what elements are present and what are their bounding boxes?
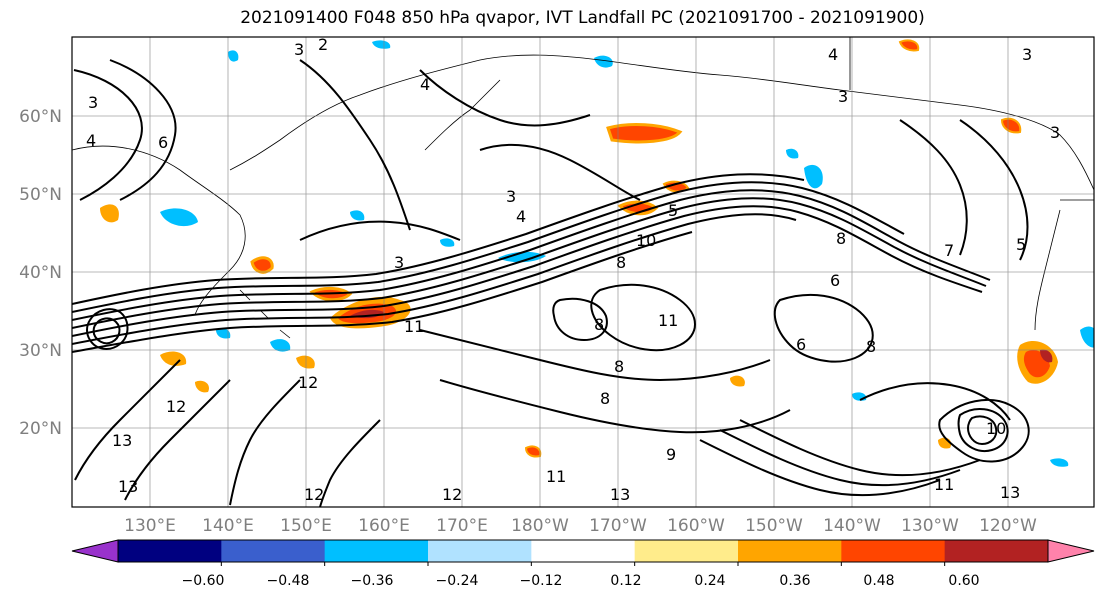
contour-label: 7 [944,241,954,260]
contour-label: 5 [668,201,678,220]
latitude-labels: 20°N 30°N 40°N 50°N 60°N [19,107,62,439]
contour-label: 12 [442,485,462,504]
lon-label: 120°W [979,516,1037,536]
contour-label: 12 [166,397,186,416]
colorbar-tick-label: −0.36 [351,573,394,589]
lon-label: 170°E [436,516,488,536]
contour-label: 4 [420,75,430,94]
lon-label: 170°W [589,516,647,536]
contour-label: 13 [112,431,132,450]
colorbar-arrows [71,539,1095,563]
contour-label: 2 [318,35,328,54]
contour-label: 12 [298,373,318,392]
colorbar-bin [428,540,532,562]
colorbar-bin [738,540,842,562]
contour-label: 6 [158,133,168,152]
contour-label: 8 [594,315,604,334]
contour-label: 11 [546,467,566,486]
contour-label: 11 [658,311,678,330]
colorbar: −0.60 −0.48 −0.36 −0.24 −0.12 0.12 0.24 … [71,539,1095,589]
contour-label: 5 [1016,235,1026,254]
colorbar-tick-label: 0.60 [948,573,979,589]
longitude-labels: 130°E 140°E 150°E 160°E 170°E 180°W 170°… [124,516,1037,536]
lat-label: 50°N [19,185,62,205]
contour-label: 3 [294,40,304,59]
contour-label: 8 [836,229,846,248]
colorbar-bin [634,540,739,562]
lon-label: 130°W [901,516,959,536]
contour-label: 3 [838,87,848,106]
colorbar-tick-label: 0.12 [610,573,641,589]
map-panel: 3 2 4 3 6 4 3 3 4 3 4 3 5 3 6 8 10 11 8 … [72,35,1094,507]
colorbar-tick-label: 0.48 [863,573,894,589]
map-frame [71,36,1095,508]
colorbar-extend-high [1048,540,1094,562]
contour-label: 6 [830,271,840,290]
graticule [72,37,1094,507]
contour-label: 13 [118,477,138,496]
contour-label: 9 [666,445,676,464]
colorbar-tick-label: 0.36 [779,573,810,589]
contour-label: 4 [86,131,96,150]
colorbar-bin [841,540,946,562]
contour-label: 10 [986,419,1006,438]
contour-label: 3 [1022,45,1032,64]
contour-label: 6 [796,335,806,354]
colorbar-tick-label: −0.60 [182,573,225,589]
lat-label: 40°N [19,263,62,283]
lat-label: 30°N [19,341,62,361]
colorbar-tick-label: −0.48 [267,573,310,589]
colorbar-swatches [72,539,1094,563]
contour-label: 3 [88,93,98,112]
colorbar-tick-label: 0.24 [694,573,725,589]
contour-label: 8 [614,357,624,376]
contour-label: 4 [516,207,526,226]
figure-title: 2021091400 F048 850 hPa qvapor, IVT Land… [240,8,925,28]
colorbar-bin [531,540,636,562]
contour-label: 3 [394,253,404,272]
colorbar-tick-label: −0.12 [520,573,563,589]
lon-label: 140°E [202,516,254,536]
colorbar-ticks [220,562,946,566]
contour-label: 13 [610,485,630,504]
contour-label: 12 [304,485,324,504]
contour-label: 3 [1050,123,1060,142]
contour-label: 13 [1000,483,1020,502]
contour-label: 11 [934,475,954,494]
lon-label: 160°W [667,516,725,536]
lon-label: 180°W [511,516,569,536]
contour-label: 4 [828,45,838,64]
lat-label: 60°N [19,107,62,127]
lon-label: 150°W [745,516,803,536]
contour-label: 8 [600,389,610,408]
colorbar-bin [221,540,326,562]
lon-label: 130°E [124,516,176,536]
contour-label: 8 [866,337,876,356]
contour-label: 11 [404,317,424,336]
contour-labels: 3 2 4 3 6 4 3 3 4 3 4 3 5 3 6 8 10 11 8 … [86,35,1060,504]
lat-label: 20°N [19,419,62,439]
colorbar-tick-labels: −0.60 −0.48 −0.36 −0.24 −0.12 0.12 0.24 … [182,573,980,589]
colorbar-bin [118,540,222,562]
lon-label: 140°W [823,516,881,536]
colorbar-tick-label: −0.24 [436,573,479,589]
colorbar-extend-low [72,540,118,562]
colorbar-bin [944,540,1049,562]
ivt-contours [72,59,1030,507]
contour-label: 3 [506,187,516,206]
lon-label: 150°E [280,516,332,536]
contour-label: 8 [616,253,626,272]
lon-label: 160°E [358,516,410,536]
contour-label: 10 [636,231,656,250]
colorbar-bin [324,540,429,562]
